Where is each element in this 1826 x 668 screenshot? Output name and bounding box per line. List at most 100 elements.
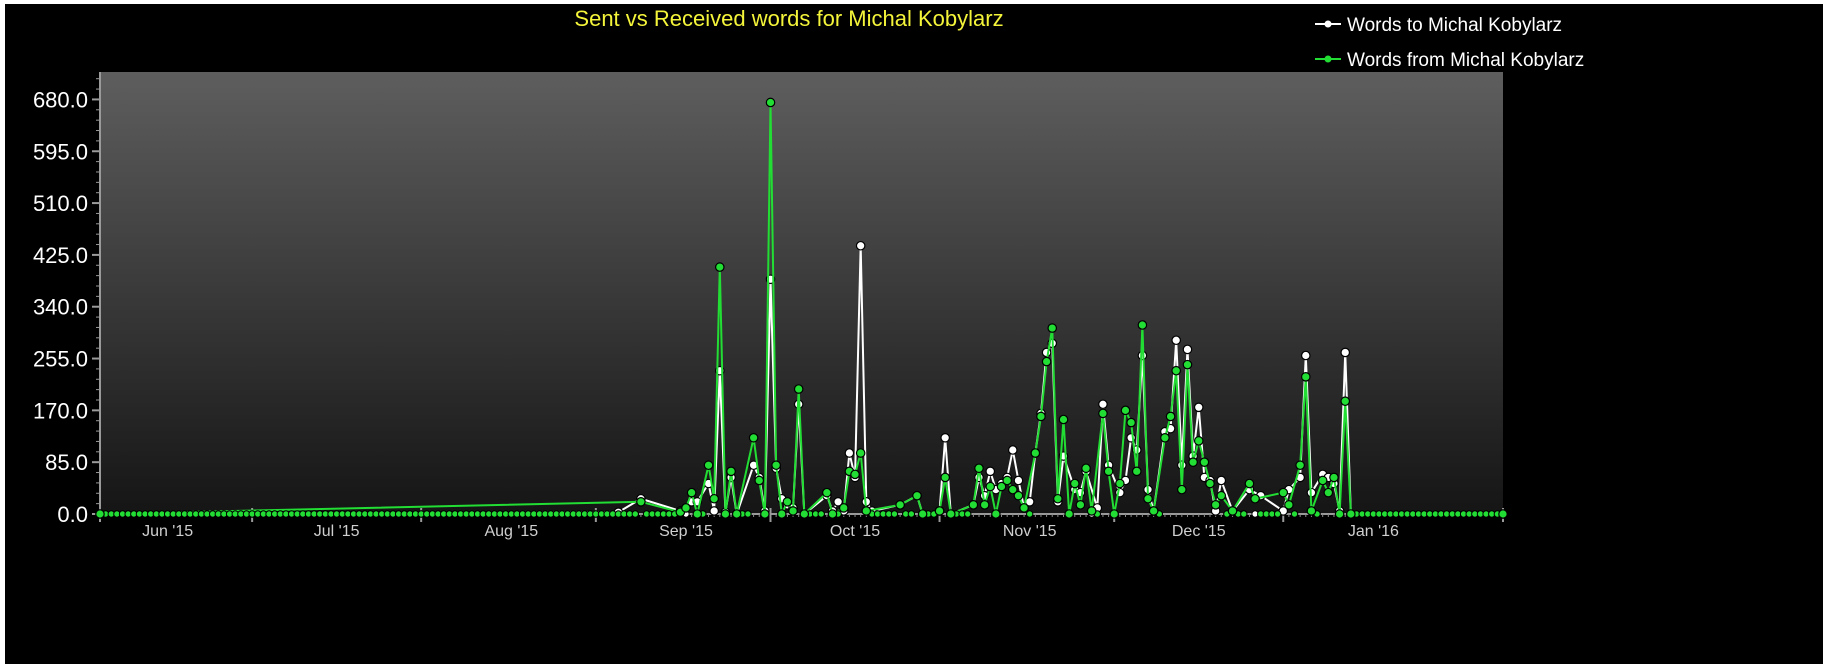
data-point[interactable] [838, 503, 849, 513]
data-point[interactable] [1182, 359, 1193, 370]
data-point[interactable] [917, 509, 928, 519]
data-point[interactable] [726, 466, 736, 477]
data-point[interactable] [1284, 500, 1294, 510]
data-point[interactable] [1137, 320, 1148, 330]
data-point[interactable] [1300, 350, 1311, 361]
data-point[interactable] [1317, 475, 1328, 486]
data-point[interactable] [974, 463, 984, 474]
data-point[interactable] [979, 500, 990, 510]
data-point[interactable] [1047, 323, 1058, 333]
data-point[interactable] [1205, 478, 1215, 489]
data-point[interactable] [827, 509, 838, 519]
data-point[interactable] [1300, 372, 1311, 382]
data-point[interactable] [1334, 509, 1345, 519]
data-point[interactable] [760, 509, 770, 519]
data-point[interactable] [1148, 506, 1159, 516]
data-point[interactable] [1019, 503, 1029, 513]
data-point[interactable] [1030, 448, 1041, 458]
data-point[interactable] [1498, 509, 1508, 519]
data-point[interactable] [861, 506, 872, 516]
data-point[interactable] [1109, 509, 1120, 519]
data-point[interactable] [692, 509, 703, 519]
data-point[interactable] [850, 469, 860, 480]
data-point[interactable] [1002, 475, 1012, 486]
data-point[interactable] [1064, 509, 1074, 519]
data-point[interactable] [1058, 414, 1069, 425]
data-point[interactable] [748, 432, 759, 443]
data-point[interactable] [895, 500, 905, 510]
data-point[interactable] [985, 466, 996, 477]
data-point[interactable] [1188, 457, 1198, 467]
data-point[interactable] [1340, 347, 1351, 358]
data-point[interactable] [703, 460, 714, 471]
data-point[interactable] [1340, 396, 1351, 407]
data-point[interactable] [1182, 344, 1193, 355]
data-point[interactable] [1041, 356, 1052, 367]
data-point[interactable] [1199, 457, 1210, 467]
data-point[interactable] [1160, 432, 1170, 443]
data-point[interactable] [1143, 493, 1153, 504]
data-point[interactable] [1278, 487, 1289, 498]
data-point[interactable] [1069, 478, 1080, 489]
data-point[interactable] [1216, 475, 1227, 486]
data-point[interactable] [799, 509, 810, 519]
data-point[interactable] [1346, 509, 1356, 519]
data-point[interactable] [1250, 493, 1260, 504]
data-point[interactable] [686, 487, 697, 498]
data-point[interactable] [1007, 484, 1018, 495]
data-point[interactable] [1120, 405, 1131, 416]
data-point[interactable] [985, 481, 996, 492]
data-point[interactable] [1013, 475, 1024, 486]
data-point[interactable] [1126, 417, 1136, 428]
data-point[interactable] [709, 493, 719, 504]
data-point[interactable] [636, 497, 646, 507]
data-point[interactable] [968, 500, 979, 510]
data-point[interactable] [709, 506, 719, 516]
data-point[interactable] [1098, 399, 1108, 410]
data-point[interactable] [731, 509, 742, 519]
data-point[interactable] [912, 490, 922, 501]
data-point[interactable] [788, 506, 798, 516]
data-point[interactable] [1193, 436, 1204, 446]
data-point[interactable] [991, 509, 1001, 519]
data-point[interactable] [776, 509, 787, 519]
data-point[interactable] [793, 384, 804, 394]
data-point[interactable] [940, 472, 950, 483]
data-point[interactable] [1227, 506, 1238, 516]
data-point[interactable] [844, 448, 855, 458]
data-point[interactable] [1131, 466, 1142, 477]
legend-item-words-from[interactable]: Words from Michal Kobylarz [1315, 50, 1584, 71]
data-point[interactable] [855, 240, 866, 251]
data-point[interactable] [822, 487, 832, 498]
data-point[interactable] [1115, 478, 1125, 489]
data-point[interactable] [1329, 472, 1339, 483]
data-point[interactable] [1165, 411, 1176, 422]
data-point[interactable] [1171, 365, 1181, 376]
data-point[interactable] [1210, 500, 1221, 510]
data-point[interactable] [940, 432, 950, 443]
data-point[interactable] [946, 509, 956, 519]
data-point[interactable] [720, 509, 731, 519]
data-point[interactable] [714, 262, 725, 272]
data-point[interactable] [765, 97, 776, 108]
data-point[interactable] [1295, 460, 1305, 471]
data-point[interactable] [1086, 506, 1097, 516]
data-point[interactable] [1193, 402, 1204, 413]
data-point[interactable] [934, 506, 945, 516]
data-point[interactable] [1013, 490, 1024, 501]
data-point[interactable] [1075, 500, 1086, 510]
data-point[interactable] [771, 460, 781, 471]
data-point[interactable] [1007, 445, 1018, 455]
data-point[interactable] [1081, 463, 1091, 474]
data-point[interactable] [754, 475, 765, 486]
data-point[interactable] [1103, 466, 1114, 477]
data-point[interactable] [1171, 335, 1181, 346]
data-point[interactable] [782, 497, 793, 507]
data-point[interactable] [1244, 478, 1255, 489]
data-point[interactable] [1323, 487, 1334, 498]
data-point[interactable] [1216, 490, 1227, 501]
data-point[interactable] [855, 448, 866, 458]
data-point[interactable] [833, 497, 843, 507]
data-point[interactable] [681, 503, 691, 513]
data-point[interactable] [95, 509, 105, 519]
